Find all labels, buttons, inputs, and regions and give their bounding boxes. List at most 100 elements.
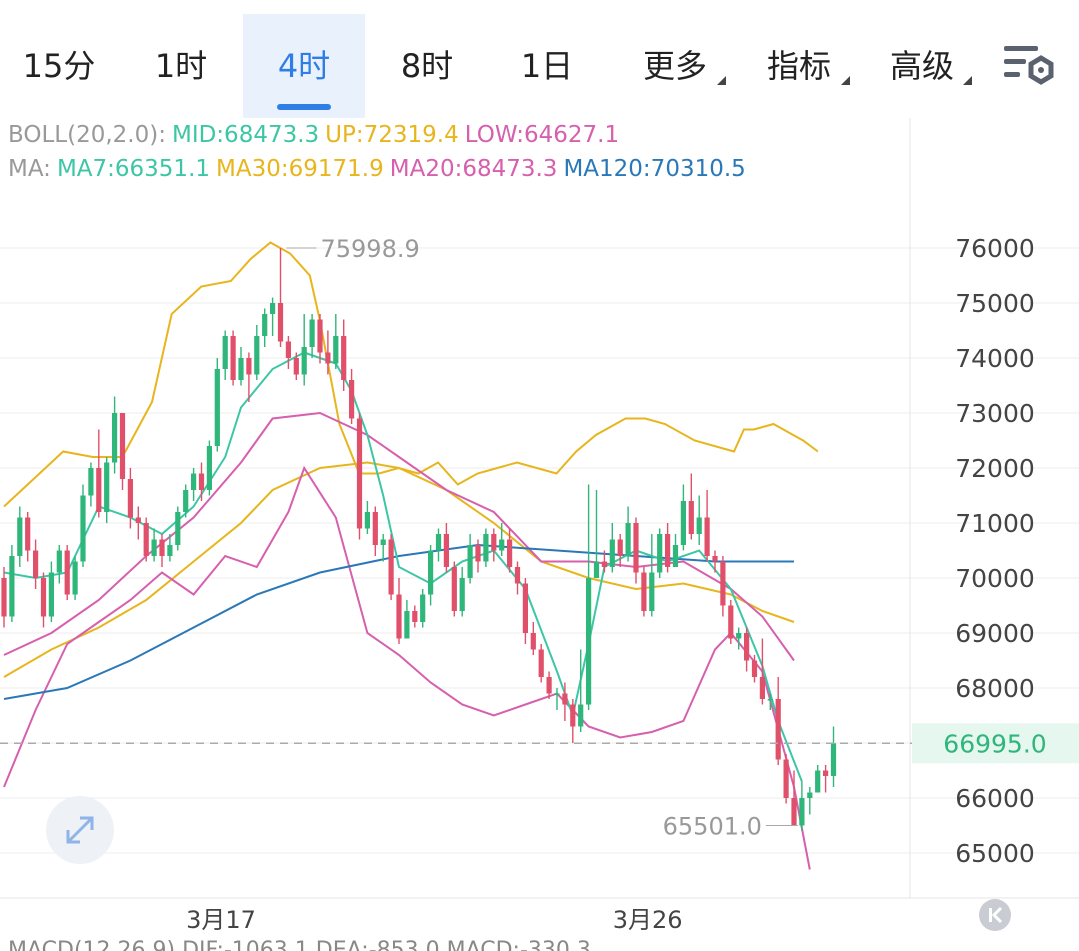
candle-body bbox=[317, 319, 323, 353]
candle-body bbox=[633, 523, 639, 573]
ma20-value: MA20:68473.3 bbox=[389, 156, 558, 182]
candle-body bbox=[657, 534, 663, 573]
candle-body bbox=[680, 501, 686, 545]
candle-body bbox=[459, 578, 465, 611]
candle-body bbox=[562, 693, 568, 705]
candle-body bbox=[617, 539, 623, 556]
candle-body bbox=[435, 534, 442, 551]
series-line-low bbox=[3, 465, 811, 870]
candles bbox=[1, 248, 837, 831]
candle-body bbox=[420, 594, 426, 622]
macd-legend-partial: MACD(12,26,9) DIF:-1063.1 DEA:-853.0 MAC… bbox=[8, 938, 591, 951]
candle-body bbox=[33, 550, 39, 578]
expand-chart-button[interactable] bbox=[46, 796, 114, 864]
candle-body bbox=[578, 704, 584, 727]
candle-body bbox=[254, 336, 260, 375]
candle-body bbox=[649, 572, 655, 611]
candle-body bbox=[40, 578, 47, 617]
dropdown-caret-icon bbox=[841, 76, 850, 85]
tab-4h[interactable]: 4时 bbox=[243, 14, 365, 118]
active-tab-indicator bbox=[277, 104, 331, 110]
candle-body bbox=[507, 539, 513, 567]
tab-label: 指标 bbox=[766, 47, 831, 85]
candle-body bbox=[815, 770, 821, 793]
candle-body bbox=[9, 556, 15, 617]
series-line-up bbox=[3, 241, 819, 508]
timeframe-tabs: 15分 1时 4时 8时 1日 更多 指标 高级 bbox=[0, 0, 1079, 118]
chart-settings-icon[interactable] bbox=[1002, 42, 1056, 88]
candle-body bbox=[704, 517, 710, 556]
candle-body bbox=[570, 704, 576, 727]
candle-body bbox=[206, 446, 212, 490]
candle-body bbox=[64, 550, 70, 595]
candlestick-chart[interactable]: 75998.9 65501.0 66995.0 76000 75000 74000 730… bbox=[0, 118, 1079, 933]
candle-body bbox=[88, 468, 94, 496]
x-tick-label: 3月17 bbox=[186, 906, 256, 933]
current-price-tag bbox=[912, 723, 1079, 764]
candle-body bbox=[720, 561, 726, 606]
candle-body bbox=[72, 561, 78, 595]
candle-body bbox=[309, 319, 315, 347]
candle-body bbox=[159, 539, 165, 556]
tab-label: 更多 bbox=[642, 47, 707, 85]
candle-body bbox=[530, 633, 536, 650]
candle-body bbox=[230, 336, 236, 380]
tab-indicators[interactable]: 指标 bbox=[744, 14, 854, 118]
candle-body bbox=[333, 336, 339, 364]
ma-label: MA: bbox=[8, 156, 51, 182]
y-tick-label: 70000 bbox=[955, 564, 1035, 593]
candle-body bbox=[791, 798, 797, 826]
tab-8h[interactable]: 8时 bbox=[366, 14, 488, 118]
candle-body bbox=[396, 594, 402, 639]
candle-body bbox=[135, 517, 141, 523]
candle-body bbox=[475, 545, 481, 562]
max-marker-label: 75998.9 bbox=[321, 235, 420, 263]
candle-body bbox=[364, 512, 370, 529]
candle-body bbox=[641, 572, 647, 611]
y-tick-label: 66000 bbox=[955, 784, 1035, 813]
tab-advanced[interactable]: 高级 bbox=[867, 14, 977, 118]
candle-body bbox=[80, 495, 86, 562]
candle-body bbox=[1, 578, 7, 617]
tab-label: 1日 bbox=[520, 47, 574, 85]
ma7-value: MA7:66351.1 bbox=[56, 156, 211, 182]
min-marker-label: 65501.0 bbox=[663, 812, 762, 840]
candle-body bbox=[119, 413, 126, 479]
candle-body bbox=[183, 490, 189, 512]
candle-body bbox=[262, 314, 268, 336]
y-tick-label: 69000 bbox=[955, 619, 1035, 648]
tab-label: 8时 bbox=[400, 47, 454, 85]
candle-body bbox=[538, 649, 544, 677]
indicator-lines bbox=[3, 241, 819, 870]
candle-body bbox=[744, 633, 750, 661]
candle-body bbox=[830, 743, 837, 776]
candle-body bbox=[112, 413, 118, 463]
tab-label: 高级 bbox=[889, 47, 954, 85]
candle-body bbox=[823, 770, 829, 776]
candle-body bbox=[143, 523, 149, 556]
candle-body bbox=[380, 539, 386, 545]
candle-body bbox=[25, 517, 31, 551]
candle-body bbox=[451, 567, 457, 611]
y-tick-label: 76000 bbox=[955, 234, 1035, 263]
boll-mid: MID:68473.3 bbox=[171, 122, 320, 148]
collapse-left-button[interactable] bbox=[979, 899, 1011, 931]
ma-legend: MA: MA7:66351.1 MA30:69171.9 MA20:68473.3 MA… bbox=[8, 156, 752, 182]
dropdown-caret-icon bbox=[963, 76, 972, 85]
price-overlay: 75998.9 65501.0 66995.0 bbox=[0, 235, 1079, 840]
candle-body bbox=[759, 677, 765, 699]
candle-body bbox=[17, 517, 23, 556]
tab-more[interactable]: 更多 bbox=[620, 14, 730, 118]
candle-body bbox=[522, 583, 528, 633]
candle-body bbox=[301, 347, 307, 375]
candle-body bbox=[285, 341, 291, 358]
candle-body bbox=[514, 567, 521, 584]
current-price-label: 66995.0 bbox=[943, 729, 1046, 758]
candle-body bbox=[238, 358, 244, 380]
tab-1h[interactable]: 1时 bbox=[120, 14, 242, 118]
candle-body bbox=[270, 303, 276, 314]
ma120-value: MA120:70310.5 bbox=[563, 156, 746, 182]
candle-body bbox=[736, 633, 742, 639]
tab-1d[interactable]: 1日 bbox=[488, 14, 606, 118]
tab-15m[interactable]: 15分 bbox=[0, 14, 118, 118]
